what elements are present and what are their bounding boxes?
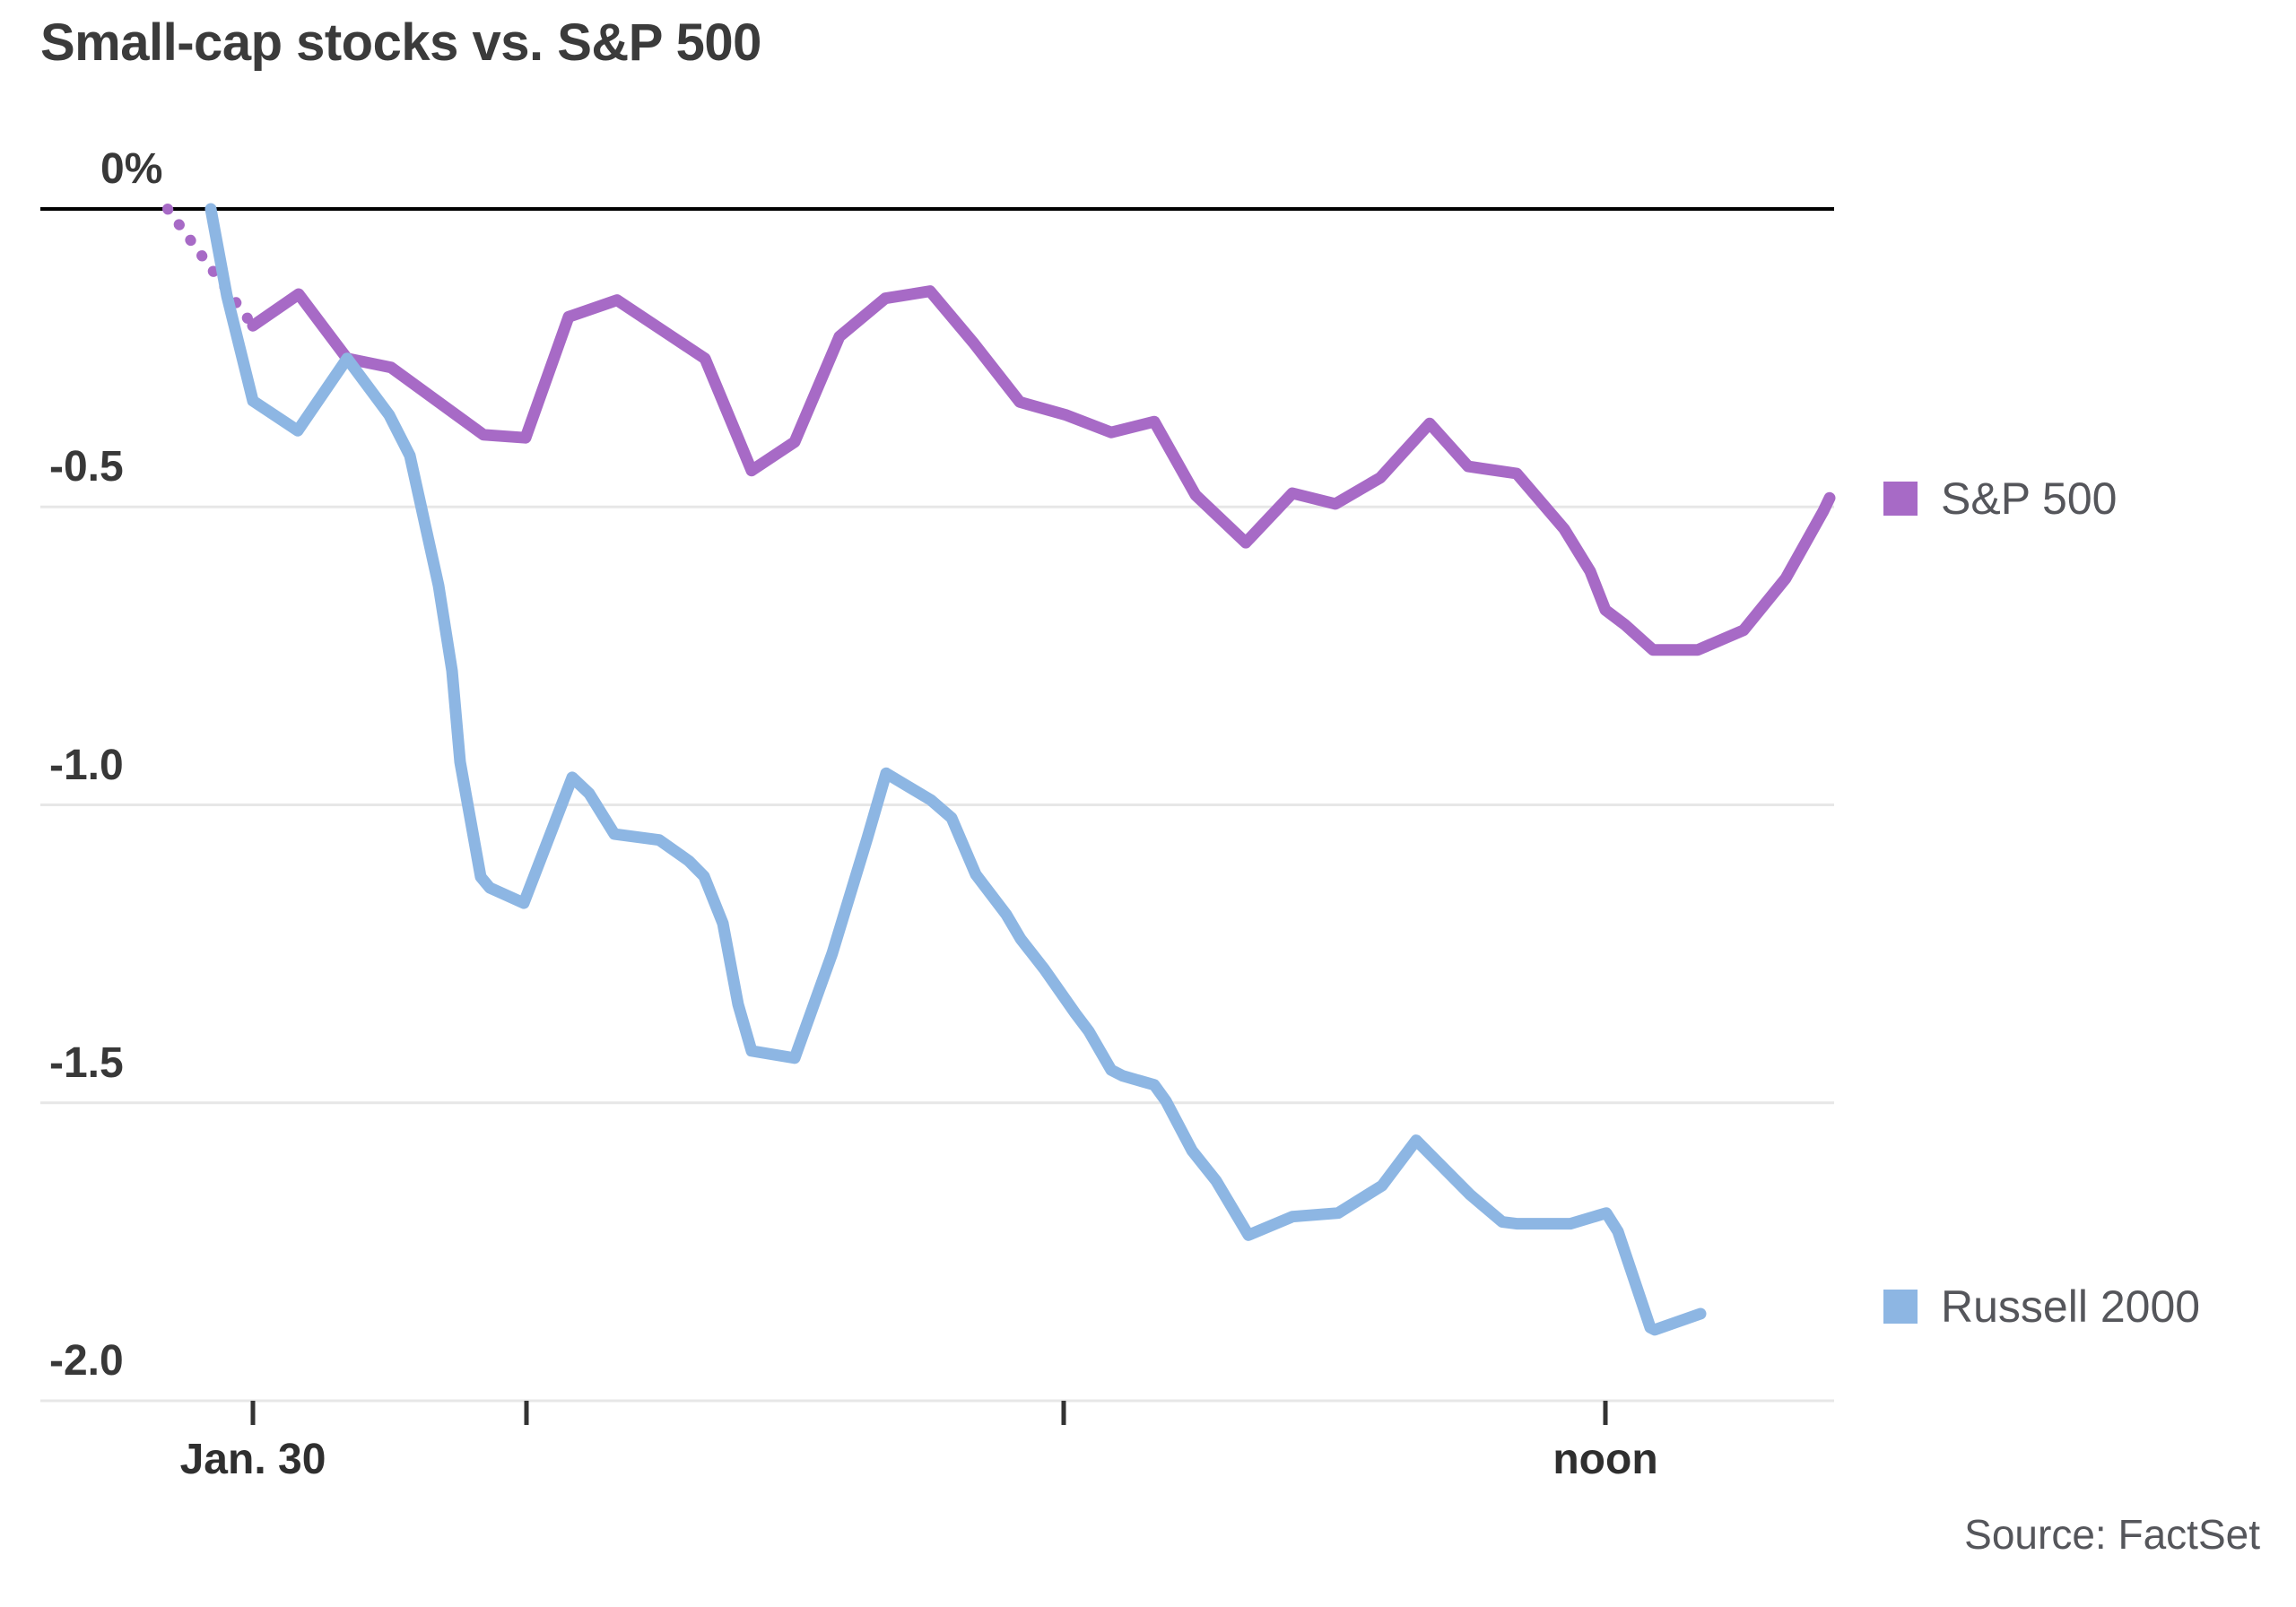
y-axis-label: 0%: [100, 145, 163, 193]
russell2000-legend-swatch: [1883, 1290, 1918, 1324]
sp500-line: [247, 285, 1836, 656]
y-axis-label: -0.5: [49, 443, 124, 491]
x-axis-label: Jan. 30: [179, 1436, 326, 1483]
russell2000-line: [204, 203, 1707, 1336]
x-axis-tick: [250, 1401, 256, 1425]
sp500-dotted-lead-line: [162, 204, 258, 332]
x-axis-tick: [524, 1401, 529, 1425]
legend-item-sp500: S&P 500: [1883, 473, 2117, 525]
source-note: Source: FactSet: [1964, 1511, 2260, 1558]
sp500-legend-swatch: [1883, 482, 1918, 516]
x-axis-tick: [1603, 1401, 1608, 1425]
legend-item-russell2000: Russell 2000: [1883, 1281, 2200, 1333]
y-axis-label: -1.5: [49, 1038, 124, 1087]
sp500-legend-label: S&P 500: [1941, 473, 2118, 524]
y-axis-label: -1.0: [49, 741, 124, 789]
chart-title: Small-cap stocks vs. S&P 500: [40, 13, 761, 72]
x-axis-label: noon: [1552, 1436, 1658, 1483]
russell2000-legend-label: Russell 2000: [1941, 1281, 2201, 1332]
x-axis-tick: [1061, 1401, 1066, 1425]
y-axis-label: -2.0: [49, 1337, 124, 1385]
